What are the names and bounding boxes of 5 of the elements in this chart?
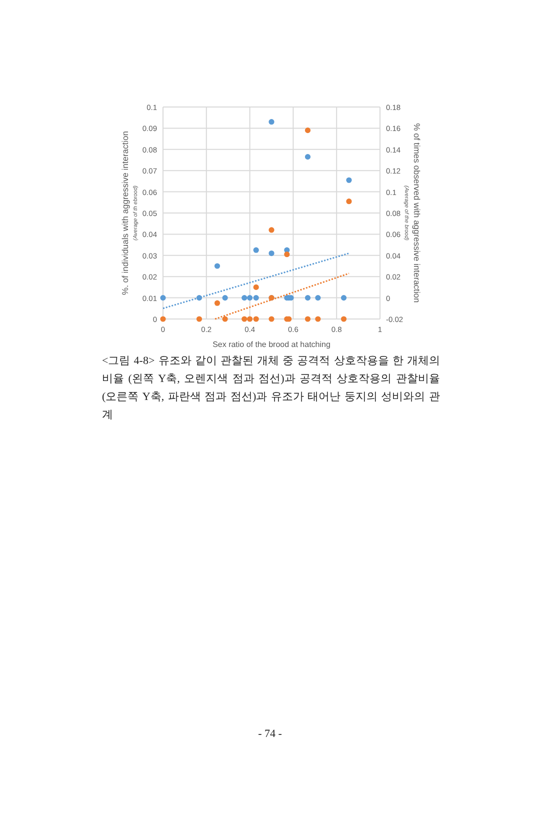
y2-axis-title: % of times observed with aggressive interaction xyxy=(412,123,422,304)
text: - 74 - xyxy=(257,728,283,740)
x-axis-title: Sex ratio of the brood at hatching xyxy=(212,340,330,349)
text: <그림 4-8> 유조와 같이 관찰된 개체 중 공격적 상호작용을 한 개체의 비율 (왼쪽 Y축, 오렌지색 점과 점선)과 공격적 상호작용의 관찰비율(오른쪽 Y축, 파란색 점과 점선)과 유조가 태어난 둥지의 성비와의 관계 xyxy=(102,354,440,423)
y-axis-title: %. of individuals with aggressive interaction xyxy=(120,130,130,295)
